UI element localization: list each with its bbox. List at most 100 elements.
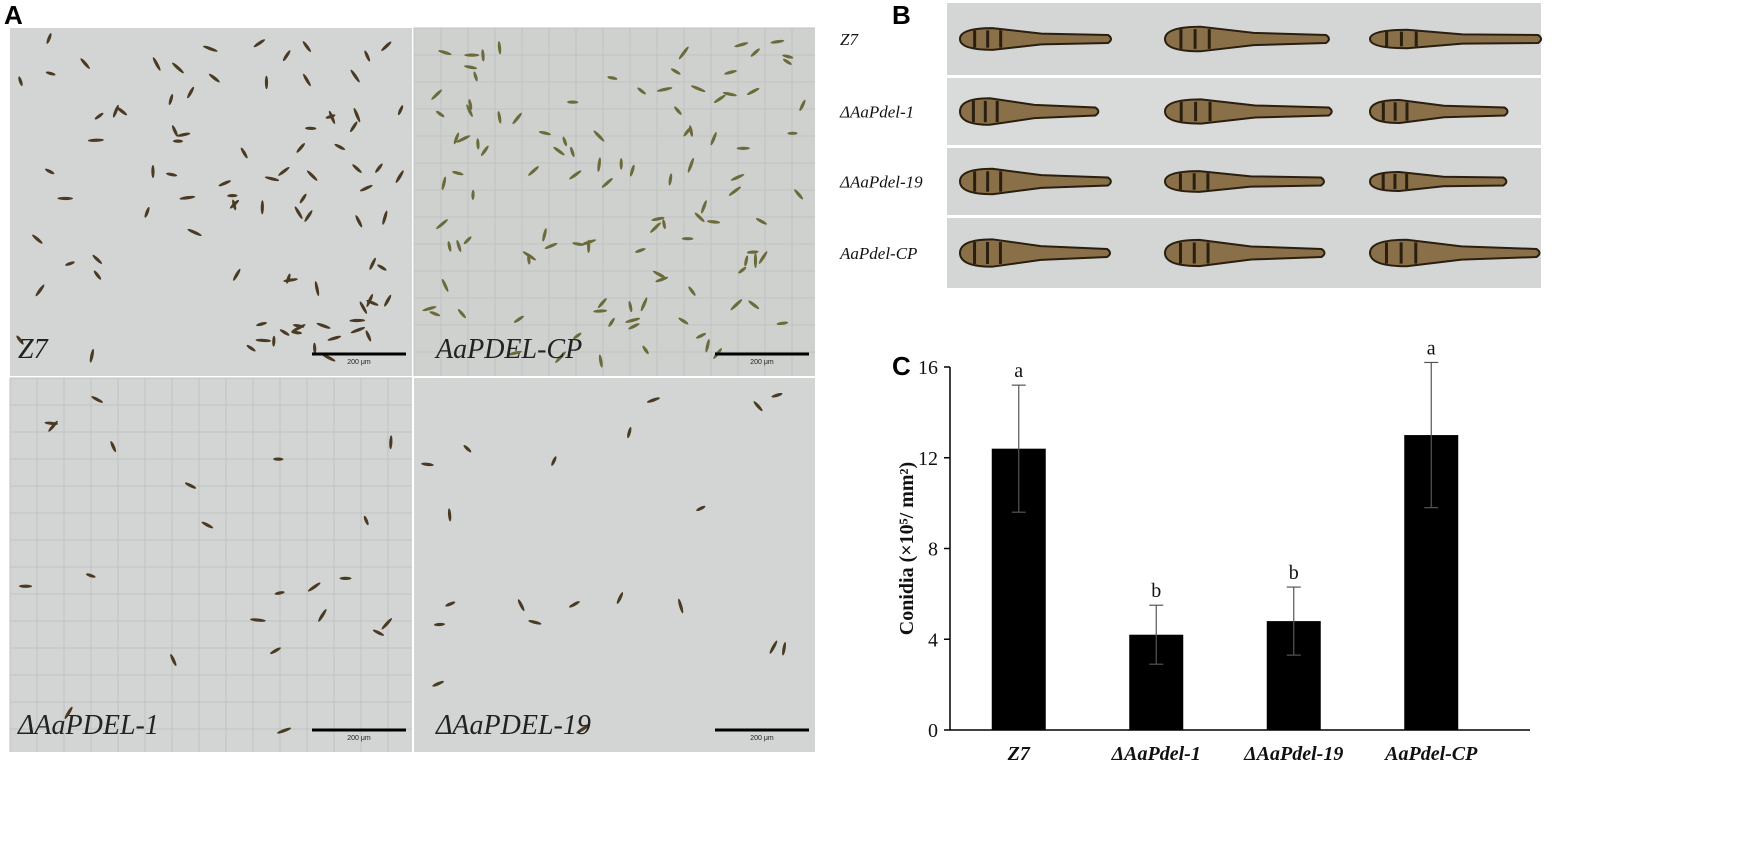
conidium bbox=[551, 456, 557, 466]
conidium bbox=[32, 234, 43, 244]
significance-letter: b bbox=[1289, 562, 1299, 584]
conidium bbox=[650, 222, 661, 233]
x-tick-label: ΔAaPdel-19 bbox=[1243, 743, 1343, 765]
conidium bbox=[476, 138, 480, 150]
conidium bbox=[581, 239, 597, 246]
conidium bbox=[456, 239, 462, 253]
conidium bbox=[314, 281, 320, 296]
conidium bbox=[45, 71, 56, 76]
conidium bbox=[359, 184, 373, 192]
conidium bbox=[753, 252, 758, 269]
conidium bbox=[794, 189, 804, 200]
scale-label: 200 μm bbox=[347, 359, 371, 366]
conidium bbox=[782, 642, 786, 656]
conidium bbox=[395, 170, 404, 183]
conidium bbox=[436, 219, 448, 230]
conidium bbox=[441, 278, 449, 292]
conidium bbox=[597, 298, 607, 309]
conidium bbox=[218, 180, 231, 187]
x-tick-label: ΔAaPdel-1 bbox=[1111, 743, 1201, 765]
conidium bbox=[445, 601, 456, 607]
image-label: ΔAaPDEL-19 bbox=[435, 710, 591, 741]
y-tick-label: 8 bbox=[928, 539, 938, 561]
conidium bbox=[431, 89, 442, 100]
significance-letter: a bbox=[1014, 360, 1023, 382]
conidium bbox=[372, 629, 384, 636]
conidium bbox=[687, 157, 694, 173]
conidium bbox=[567, 100, 579, 104]
conidium bbox=[544, 242, 558, 249]
conidium bbox=[625, 317, 641, 323]
conidium bbox=[799, 99, 806, 112]
conidium bbox=[334, 143, 346, 151]
conidium bbox=[327, 335, 342, 341]
conidium bbox=[1163, 170, 1325, 193]
conidium bbox=[447, 241, 452, 252]
conidium bbox=[1368, 28, 1543, 50]
panel-label: B bbox=[892, 0, 911, 30]
conidium bbox=[313, 342, 317, 354]
conidium bbox=[46, 33, 52, 44]
conidium bbox=[382, 210, 388, 225]
conidium bbox=[668, 173, 673, 186]
conidium bbox=[353, 108, 361, 123]
conidium bbox=[305, 126, 317, 130]
conidium bbox=[274, 591, 285, 595]
conidium bbox=[734, 42, 749, 48]
conidium bbox=[562, 136, 568, 147]
conidium bbox=[270, 647, 281, 655]
micrograph bbox=[10, 378, 412, 752]
conidium bbox=[694, 212, 705, 222]
conidium bbox=[640, 297, 648, 312]
conidium bbox=[730, 174, 745, 181]
conidium bbox=[608, 317, 615, 327]
conidium bbox=[279, 329, 290, 336]
conidium bbox=[468, 99, 473, 111]
conidium bbox=[463, 236, 472, 245]
conidium bbox=[250, 618, 266, 622]
conidium bbox=[576, 724, 590, 734]
conidium bbox=[652, 270, 667, 279]
conidium bbox=[18, 584, 33, 588]
conidium bbox=[642, 345, 649, 355]
conidium bbox=[453, 132, 460, 145]
conidium bbox=[787, 131, 798, 135]
conidium bbox=[306, 170, 318, 181]
conidium bbox=[522, 251, 537, 261]
conidium bbox=[728, 186, 741, 196]
conidium bbox=[1368, 98, 1509, 125]
conidium bbox=[273, 457, 284, 461]
conidium bbox=[110, 441, 117, 453]
conidium bbox=[429, 311, 441, 317]
conidium bbox=[512, 112, 522, 125]
y-tick-label: 12 bbox=[918, 448, 938, 470]
conidium bbox=[497, 41, 502, 55]
conidium bbox=[701, 200, 707, 214]
conidium bbox=[364, 50, 371, 62]
conidium bbox=[227, 194, 238, 198]
conidium bbox=[628, 323, 640, 330]
x-tick-label: AaPdel-CP bbox=[1383, 743, 1478, 765]
conidium bbox=[619, 158, 623, 170]
conidium bbox=[678, 598, 684, 614]
conidium bbox=[637, 87, 646, 95]
conidium bbox=[339, 576, 352, 580]
conidium bbox=[421, 462, 434, 467]
conidium bbox=[607, 76, 618, 80]
conidium bbox=[397, 105, 404, 116]
conidium bbox=[229, 199, 240, 209]
conidium bbox=[538, 131, 551, 136]
conidium bbox=[91, 396, 103, 403]
conidium bbox=[689, 125, 694, 137]
conidium bbox=[377, 264, 387, 271]
conidium bbox=[508, 350, 522, 356]
conidium bbox=[528, 166, 539, 176]
conidium bbox=[172, 139, 183, 143]
conidium bbox=[776, 321, 789, 326]
conidium bbox=[750, 48, 760, 57]
y-axis-label: Conidia (×10⁵/ mm²) bbox=[896, 462, 918, 635]
conidium bbox=[958, 238, 1112, 268]
conidium bbox=[656, 87, 673, 92]
conidium bbox=[365, 330, 372, 342]
conidium bbox=[432, 680, 444, 687]
